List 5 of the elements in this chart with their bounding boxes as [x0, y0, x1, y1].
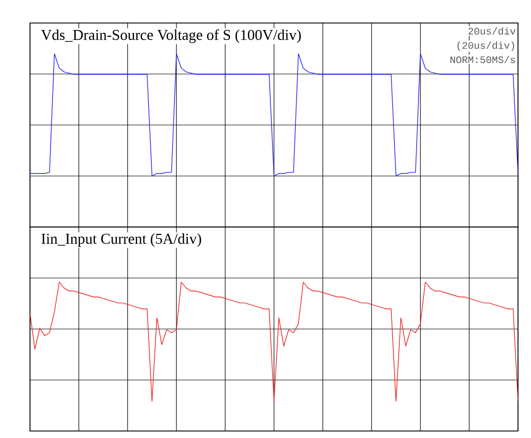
chart-title: Iin_Input Current (5A/div) [42, 233, 202, 247]
chart-title: Vds_Drain-Source Voltage of S (100V/div) [41, 29, 301, 44]
annotation: NORM:50MS/s [450, 56, 515, 64]
text: 20us/div [468, 27, 516, 35]
text: (20us/div) [457, 42, 514, 51]
